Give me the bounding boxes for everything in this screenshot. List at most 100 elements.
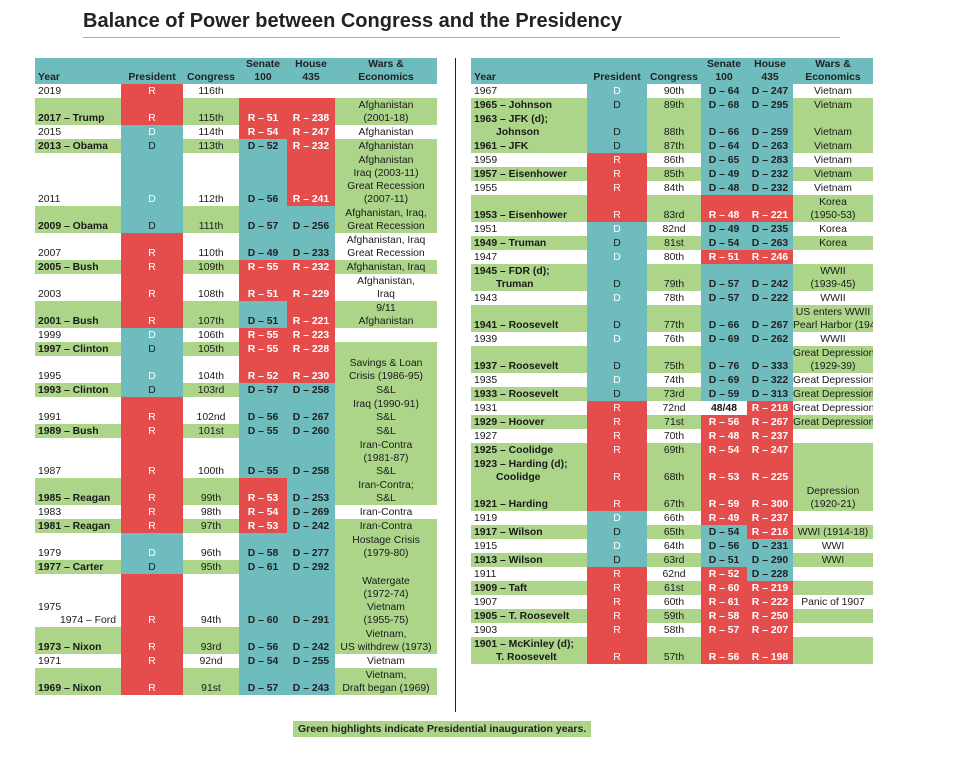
wars-cell-line: WWII: [820, 334, 846, 345]
wars-cell-line: Vietnam: [814, 127, 852, 138]
year-cell-line: 1975: [38, 602, 62, 613]
wars-cell-line: Iraq: [377, 289, 395, 300]
congress-cell: 69th: [647, 443, 701, 457]
president-cell: D: [587, 511, 647, 525]
congress-cell: 107th: [183, 301, 239, 328]
wars-cell: Korea: [793, 236, 873, 250]
senate-cell: D – 57: [239, 668, 287, 695]
year-cell-line: 1965 – Johnson: [474, 100, 552, 111]
table-row: 1975 1974 – Ford R 94th D – 60 D – 291 Waterga…: [35, 574, 437, 627]
year-cell: 1941 – Roosevelt: [471, 305, 587, 332]
senate-header: Senate 100: [701, 58, 747, 84]
year-cell-line: 1995: [38, 371, 62, 382]
congress-header: Congress: [183, 58, 239, 84]
table-row: 1991 R 102nd D – 56 D – 267 Iraq (1990-91) S&L: [35, 397, 437, 424]
senate-cell: R – 55: [239, 342, 287, 356]
year-cell: 2011: [35, 153, 121, 206]
year-cell-line: 1909 – Taft: [474, 583, 527, 594]
senate-cell: D – 59: [701, 387, 747, 401]
wars-cell-line: S&L: [376, 412, 396, 423]
house-cell: D – 290: [747, 553, 793, 567]
year-cell: 1975 1974 – Ford: [35, 574, 121, 627]
congress-cell: 96th: [200, 548, 222, 559]
wars-cell: Panic of 1907: [793, 595, 873, 609]
table-row: 1945 – FDR (d); Truman D 79th D – 57 D – 242 W…: [471, 264, 873, 291]
right-table-panel: Year President Congress Senate 100 House…: [471, 58, 873, 664]
wars-cell: Watergate (1972-74) Vietnam (1955-75): [335, 574, 437, 627]
senate-cell: D – 60: [239, 574, 287, 627]
president-cell: R: [587, 401, 647, 415]
senate-header-seats: 100: [254, 72, 272, 83]
president-cell: D: [121, 153, 183, 206]
year-cell-line: 1951: [474, 224, 498, 235]
president-cell: D: [587, 236, 647, 250]
wars-cell: Savings & Loan Crisis (1986-95): [335, 356, 437, 383]
house-cell: R – 230: [287, 356, 335, 383]
house-cell: D – 269: [287, 505, 335, 519]
congress-cell: 103rd: [183, 383, 239, 397]
table-row: 1925 – Coolidge R 69th R – 54 R – 247: [471, 443, 873, 457]
house-cell: D – 267: [287, 397, 335, 424]
house-cell: R – 237: [747, 511, 793, 525]
year-cell-line: T. Roosevelt: [496, 652, 557, 663]
year-cell-line: 1933 – Roosevelt: [474, 389, 559, 400]
congress-cell: 98th: [200, 507, 222, 518]
house-cell: D – 242: [287, 519, 335, 533]
wars-header: Wars & Economics: [793, 58, 873, 84]
senate-cell: D – 55: [239, 438, 287, 478]
president-cell: D: [121, 342, 183, 356]
wars-cell: Vietnam: [793, 153, 873, 167]
year-cell: 1997 – Clinton: [35, 342, 121, 356]
wars-cell: Depression (1920-21): [793, 484, 873, 511]
senate-cell: R – 48: [701, 429, 747, 443]
year-cell: 1905 – T. Roosevelt: [471, 609, 587, 623]
wars-cell-line: Great Depression: [793, 389, 873, 400]
house-cell: R – 229: [287, 274, 335, 301]
president-cell: D: [121, 139, 183, 153]
table-row: 1987 R 100th D – 55 D – 258 Iran-Contra (1981-…: [35, 438, 437, 478]
year-cell-line: 2005 – Bush: [38, 262, 99, 273]
house-cell: D – 233: [287, 233, 335, 260]
year-cell: 1961 – JFK: [471, 139, 587, 153]
year-cell-line: 1905 – T. Roosevelt: [474, 611, 570, 622]
wars-header-line1: Wars &: [815, 59, 851, 70]
house-cell: R – 228: [287, 342, 335, 356]
congress-cell: 111th: [183, 206, 239, 233]
congress-cell: 116th: [198, 86, 224, 97]
header-row: Year President Congress Senate 100 House…: [471, 58, 873, 84]
year-cell: 1927: [471, 429, 587, 443]
right-table-body: 1967 D 90th D – 64 D – 247 Vietnam 1965 – John…: [471, 84, 873, 664]
year-cell: 1937 – Roosevelt: [471, 346, 587, 373]
senate-cell: R – 59: [701, 484, 747, 511]
wars-cell-line: WWI (1914-18): [797, 527, 869, 538]
wars-cell-line: Pearl Harbor (1941): [793, 320, 873, 331]
table-row: 1965 – Johnson D 89th D – 68 D – 295 Vietnam: [471, 98, 873, 112]
year-cell: 1983: [35, 505, 121, 519]
president-cell: R: [121, 84, 183, 98]
table-row: 1979 D 96th D – 58 D – 277 Hostage Crisis (197…: [35, 533, 437, 560]
senate-cell: D – 49: [701, 222, 747, 236]
wars-cell: Afghanistan, Iraq, Great Recession: [335, 206, 437, 233]
wars-cell-line: S&L: [376, 426, 396, 437]
wars-cell: [335, 84, 437, 98]
year-cell: 1955: [471, 181, 587, 195]
congress-cell: 97th: [183, 519, 239, 533]
house-cell: D – 277: [287, 533, 335, 560]
congress-cell: 78th: [663, 293, 685, 304]
table-row: 1937 – Roosevelt D 75th D – 76 D – 333 Great …: [471, 346, 873, 373]
president-cell: R: [121, 301, 183, 328]
wars-cell-line: Vietnam: [367, 656, 405, 667]
congress-cell: 89th: [647, 98, 701, 112]
congress-header: Congress: [647, 58, 701, 84]
president-cell: R: [587, 415, 647, 429]
table-row: 1927 R 70th R – 48 R – 237: [471, 429, 873, 443]
year-cell-line: 1921 – Harding: [474, 499, 548, 510]
table-row: 2003 R 108th R – 51 R – 229 Afghanistan, Iraq: [35, 274, 437, 301]
year-cell: 1991: [35, 397, 121, 424]
table-row: 1903 R 58th R – 57 R – 207: [471, 623, 873, 637]
column-divider: [455, 58, 456, 712]
house-cell: D – 222: [747, 291, 793, 305]
wars-cell: Afghanistan, Iraq Great Recession: [335, 233, 437, 260]
president-header: President: [121, 58, 183, 84]
president-cell: D: [587, 346, 647, 373]
